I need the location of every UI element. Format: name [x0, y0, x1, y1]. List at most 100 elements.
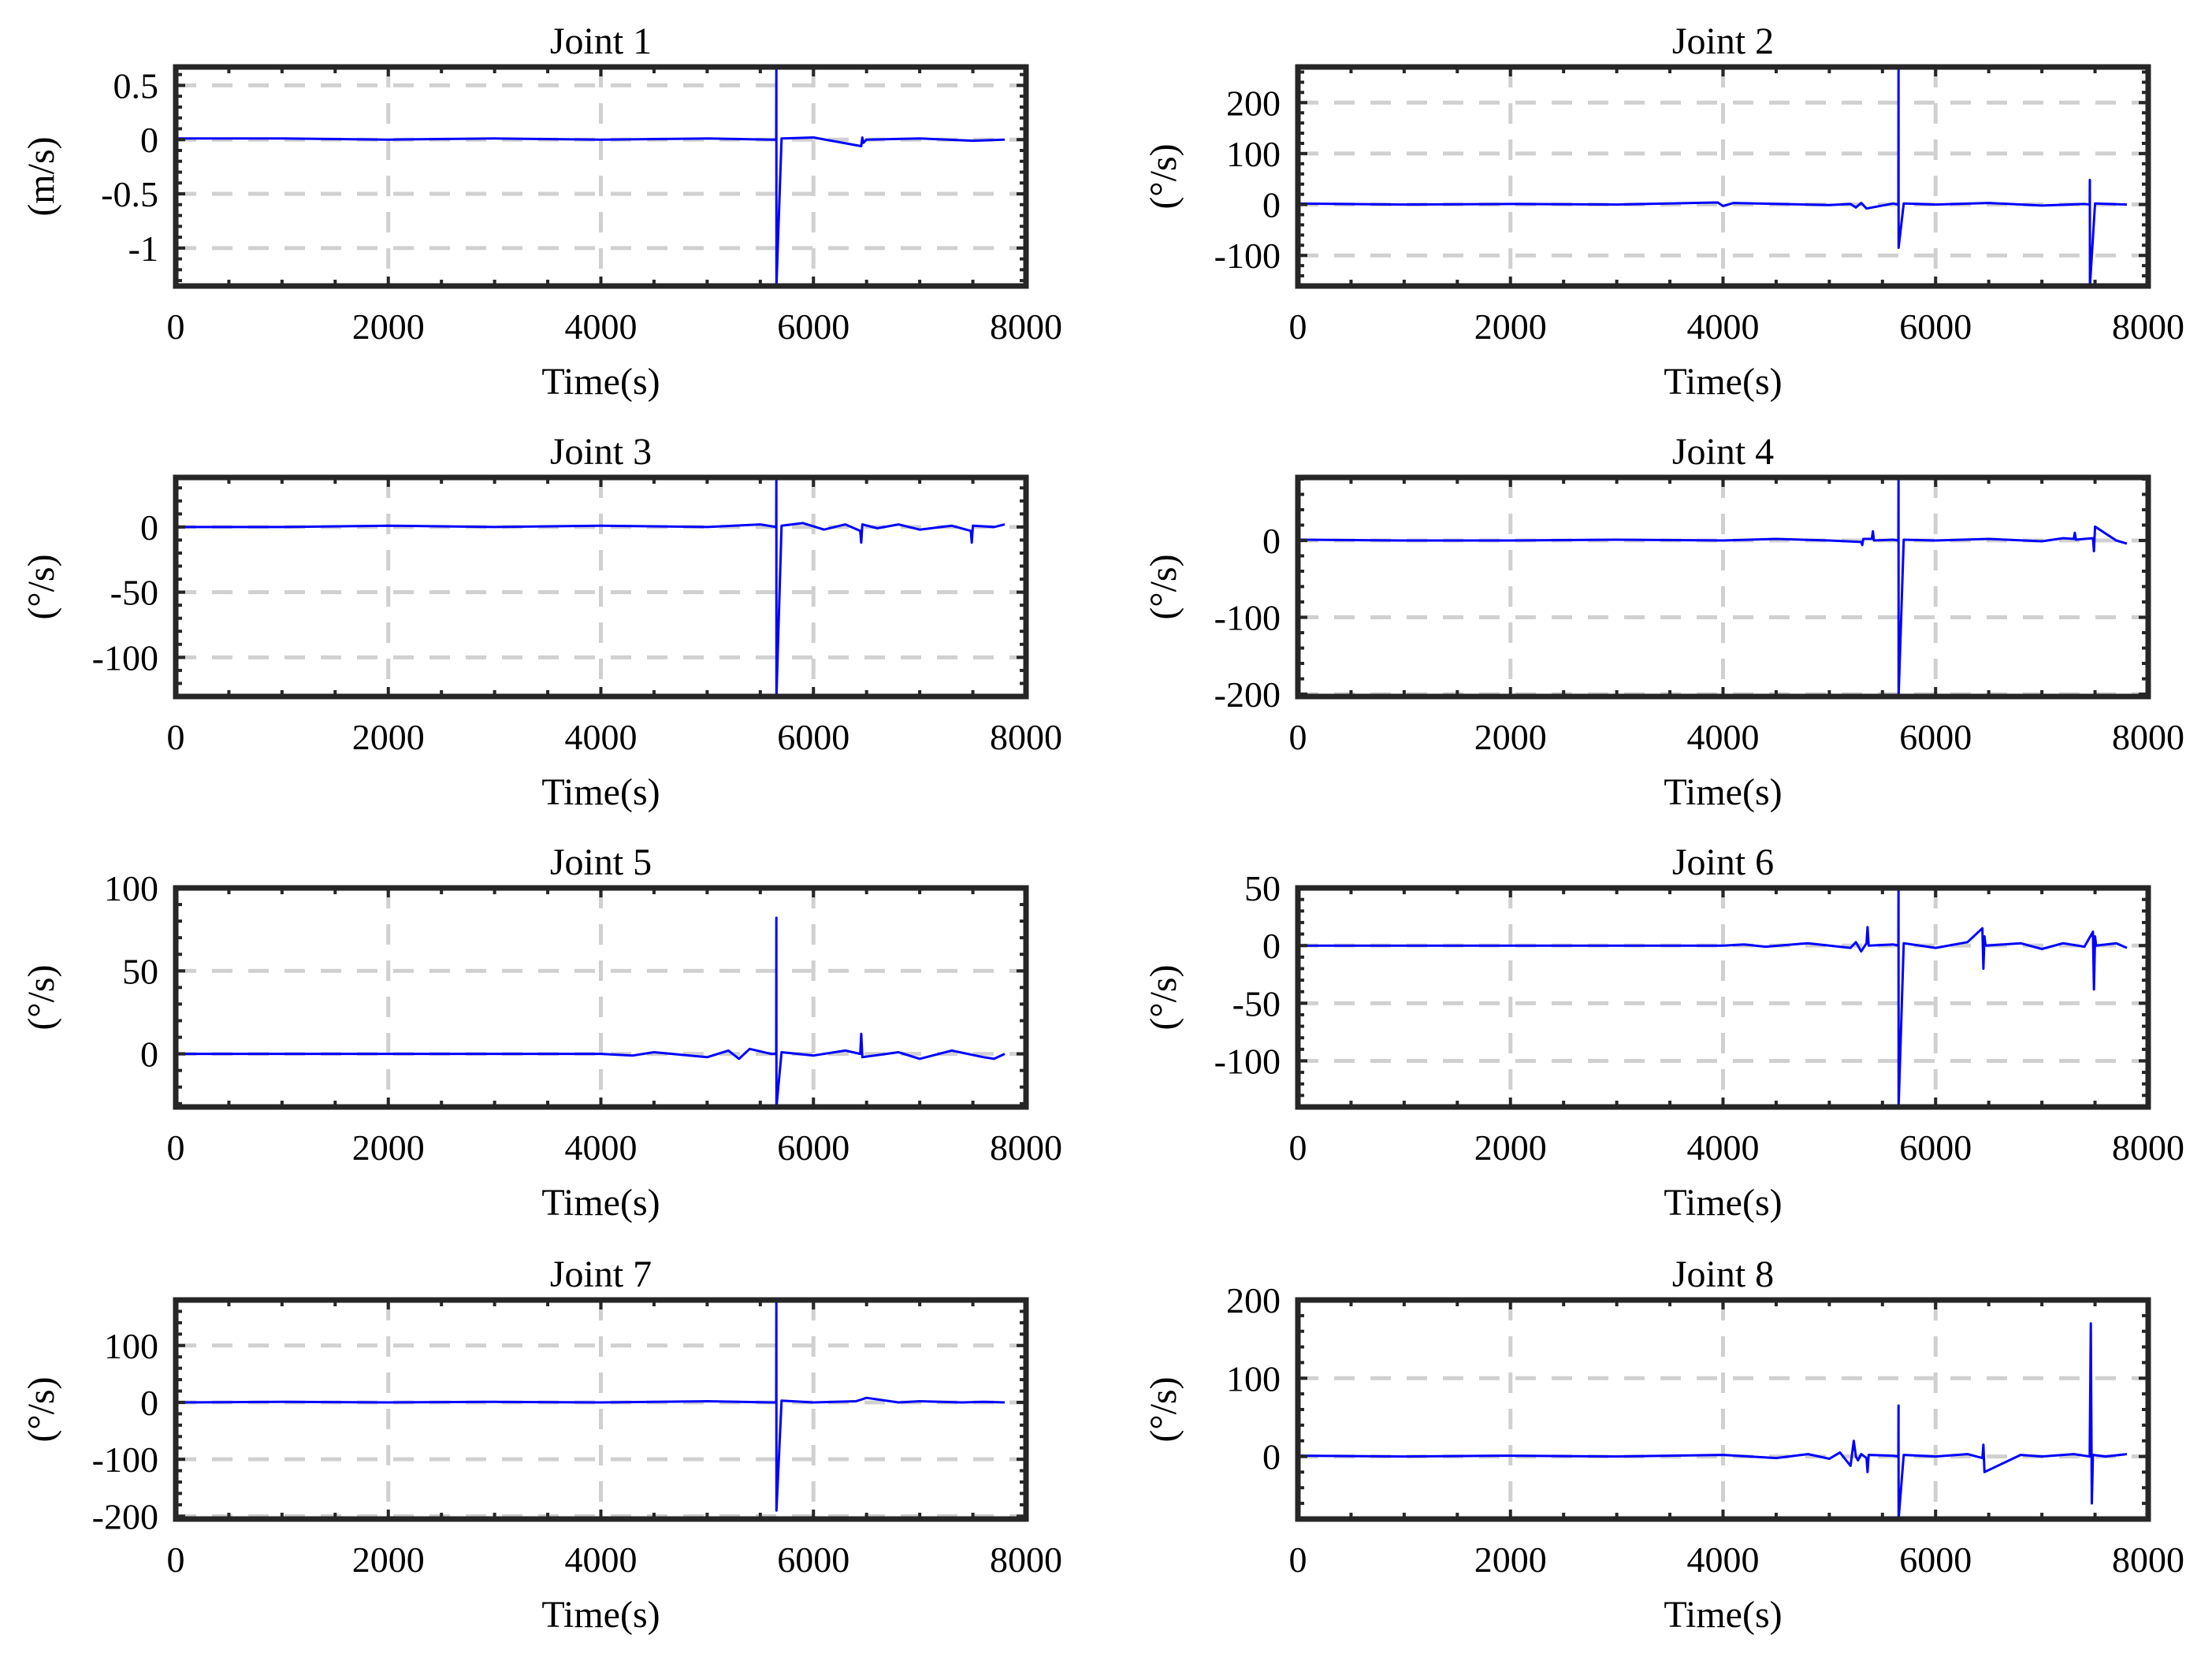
- subplot-joint-3: 0 2000 4000 6000 8000 0 -50 -100 Joint 3 Time(s) (…: [20, 431, 1062, 813]
- subplot-title: Joint 5: [550, 841, 652, 883]
- subplot-title: Joint 2: [1672, 20, 1774, 62]
- subplot-joint-8: 0 2000 4000 6000 8000 200 100 0 Joint 8 Time(s) (°…: [1143, 1254, 2184, 1636]
- subplot-title: Joint 6: [1672, 841, 1774, 883]
- subplot-title: Joint 3: [550, 431, 652, 473]
- y-tick-label: 0: [1262, 926, 1281, 966]
- x-axis-label: Time(s): [541, 1594, 660, 1636]
- x-tick-label: 6000: [1899, 306, 1972, 347]
- plot-frame: [1295, 885, 2151, 1110]
- x-axis-label: Time(s): [1664, 1182, 1782, 1224]
- y-tick-label: -100: [92, 637, 158, 678]
- x-tick-label: 4000: [565, 717, 638, 757]
- plot-frame: [173, 64, 1029, 289]
- subplot-title: Joint 1: [550, 20, 652, 62]
- y-tick-label: 0: [1262, 521, 1281, 561]
- x-tick-label: 8000: [990, 1127, 1062, 1168]
- y-tick-label: 50: [1244, 868, 1281, 908]
- x-tick-label: 0: [167, 1540, 185, 1580]
- x-tick-label: 8000: [990, 717, 1062, 757]
- y-tick-label: -50: [1232, 983, 1281, 1023]
- x-tick-label: 6000: [777, 306, 849, 347]
- x-tick-label: 2000: [352, 1127, 425, 1168]
- plot-frame: [173, 885, 1029, 1110]
- x-tick-label: 2000: [1474, 1127, 1547, 1168]
- y-tick-label: 0: [1262, 185, 1281, 225]
- x-tick-label: 2000: [1474, 717, 1547, 757]
- y-axis-label: (°/s): [20, 1376, 62, 1442]
- x-tick-label: 4000: [565, 306, 638, 347]
- y-tick-label: -1: [128, 228, 158, 269]
- x-axis-label: Time(s): [541, 1182, 660, 1224]
- y-axis-label: (°/s): [1143, 964, 1184, 1030]
- x-tick-label: 6000: [777, 1127, 849, 1168]
- x-tick-label: 2000: [352, 306, 425, 347]
- x-axis-label: Time(s): [1664, 771, 1782, 813]
- y-tick-label: 0.5: [113, 65, 159, 106]
- x-tick-label: 0: [1289, 1127, 1307, 1168]
- x-tick-label: 4000: [565, 1127, 638, 1168]
- x-tick-label: 8000: [2112, 1127, 2184, 1168]
- y-tick-label: 100: [1226, 134, 1281, 174]
- y-axis-label: (°/s): [20, 554, 62, 619]
- x-tick-label: 4000: [1687, 306, 1760, 347]
- data-series-line: [176, 67, 1006, 286]
- x-tick-label: 0: [1289, 1540, 1307, 1580]
- data-series-line: [1298, 1322, 2128, 1519]
- x-axis-label: Time(s): [541, 771, 660, 813]
- y-axis-label: (°/s): [20, 964, 62, 1030]
- x-tick-label: 0: [167, 306, 185, 347]
- subplot-joint-4: 0 2000 4000 6000 8000 0 -100 -200 Joint 4 Time(s)…: [1143, 431, 2184, 813]
- y-tick-label: 100: [1226, 1358, 1281, 1398]
- data-series-line: [1298, 67, 2128, 286]
- x-tick-label: 6000: [1899, 717, 1972, 757]
- x-tick-label: 0: [167, 717, 185, 757]
- y-tick-label: -100: [1214, 598, 1281, 638]
- plot-frame: [1295, 64, 2151, 289]
- x-tick-label: 6000: [777, 717, 849, 757]
- y-tick-label: -200: [92, 1496, 158, 1536]
- data-series-line: [176, 1300, 1006, 1512]
- plot-frame: [173, 474, 1029, 700]
- x-tick-label: 0: [1289, 306, 1307, 347]
- x-tick-label: 2000: [1474, 1540, 1547, 1580]
- x-tick-label: 4000: [1687, 1127, 1760, 1168]
- x-tick-label: 8000: [2112, 306, 2184, 347]
- y-tick-label: 50: [122, 951, 158, 991]
- y-tick-label: -100: [1214, 236, 1281, 276]
- x-tick-label: 6000: [1899, 1127, 1972, 1168]
- y-tick-label: 200: [1226, 83, 1281, 123]
- x-tick-label: 6000: [1899, 1540, 1972, 1580]
- subplot-title: Joint 7: [550, 1254, 652, 1295]
- x-tick-label: 4000: [1687, 717, 1760, 757]
- x-axis-label: Time(s): [1664, 1594, 1782, 1636]
- x-tick-label: 2000: [352, 1540, 425, 1580]
- x-tick-label: 2000: [1474, 306, 1547, 347]
- subplot-joint-5: 0 2000 4000 6000 8000 100 50 0 Joint 5 Time(s) (°/…: [20, 841, 1062, 1224]
- data-series-line: [176, 477, 1006, 696]
- y-tick-label: 0: [140, 1383, 158, 1423]
- y-tick-label: -0.5: [101, 174, 158, 214]
- plot-frame: [1295, 1297, 2151, 1522]
- x-tick-label: 8000: [2112, 717, 2184, 757]
- x-tick-label: 8000: [2112, 1540, 2184, 1580]
- data-series-line: [176, 916, 1006, 1107]
- y-tick-label: 0: [140, 120, 158, 160]
- subplot-title: Joint 4: [1672, 431, 1774, 473]
- x-tick-label: 4000: [1687, 1540, 1760, 1580]
- y-tick-label: 100: [104, 1326, 158, 1366]
- x-axis-label: Time(s): [1664, 361, 1782, 403]
- y-axis-label: (°/s): [1143, 143, 1184, 209]
- y-axis-label: (°/s): [1143, 1376, 1184, 1442]
- x-tick-label: 0: [1289, 717, 1307, 757]
- y-axis-label: (m/s): [20, 136, 62, 216]
- subplot-joint-6: 0 2000 4000 6000 8000 50 0 -50 -100 Joint 6 Time(s…: [1143, 841, 2184, 1224]
- x-tick-label: 2000: [352, 717, 425, 757]
- y-tick-label: -50: [110, 573, 158, 613]
- subplot-joint-7: 0 2000 4000 6000 8000 100 0 -100 -200 Joint 7 Time…: [20, 1254, 1062, 1636]
- y-tick-label: -200: [1214, 674, 1281, 715]
- subplot-title: Joint 8: [1672, 1254, 1774, 1295]
- x-tick-label: 8000: [990, 306, 1062, 347]
- y-tick-label: 0: [1262, 1437, 1281, 1477]
- data-series-line: [1298, 477, 2128, 696]
